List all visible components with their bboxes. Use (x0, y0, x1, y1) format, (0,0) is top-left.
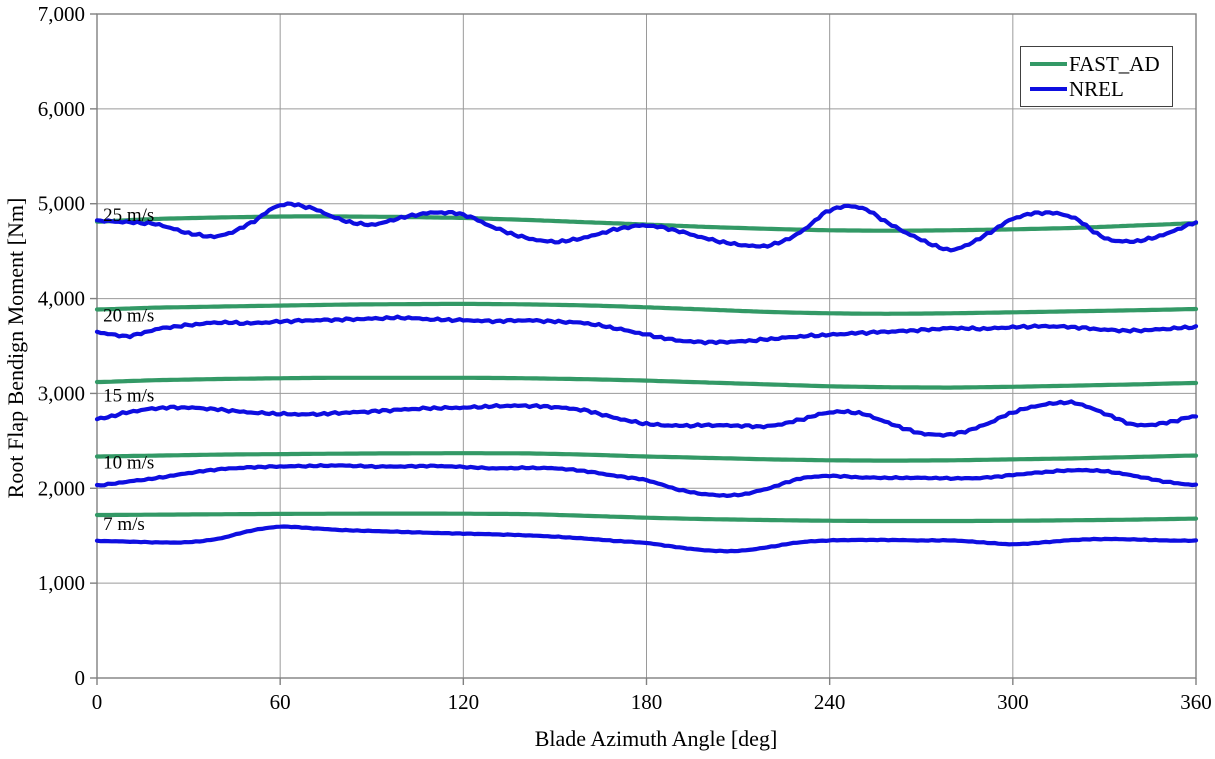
x-tick-label: 60 (270, 690, 291, 714)
y-tick-label: 2,000 (38, 476, 85, 500)
series-nrel-20-m-s (94, 314, 1199, 346)
x-tick-label: 360 (1180, 690, 1212, 714)
series-nrel-10-m-s (94, 463, 1199, 498)
wind-speed-label: 15 m/s (103, 385, 154, 406)
x-tick-label: 120 (448, 690, 480, 714)
nrel-line-icon (1030, 87, 1067, 92)
series-nrel-15-m-s (94, 399, 1199, 438)
legend-entry-nrel: NREL (1030, 78, 1166, 100)
legend-label-fast-ad: FAST_AD (1069, 51, 1160, 76)
series-fast-ad-15-m-s (94, 375, 1199, 390)
wind-speed-label: 25 m/s (103, 205, 154, 226)
y-tick-label: 7,000 (38, 2, 85, 26)
series-fast-ad-20-m-s (94, 301, 1199, 316)
legend: FAST_AD NREL (1020, 46, 1173, 107)
x-tick-label: 0 (92, 690, 103, 714)
y-tick-label: 0 (75, 666, 86, 690)
y-tick-label: 5,000 (38, 192, 85, 216)
wind-speed-label: 20 m/s (103, 306, 154, 327)
x-tick-label: 240 (814, 690, 846, 714)
x-axis-title: Blade Azimuth Angle [deg] (534, 726, 778, 751)
legend-entry-fast-ad: FAST_AD (1030, 53, 1166, 75)
y-tick-label: 3,000 (38, 381, 85, 405)
series-fast-ad-10-m-s (94, 451, 1199, 463)
y-tick-label: 6,000 (38, 97, 85, 121)
wind-speed-label: 10 m/s (103, 453, 154, 474)
series-fast-ad-7-m-s (94, 511, 1199, 524)
y-tick-label: 1,000 (38, 571, 85, 595)
series-nrel-7-m-s (94, 524, 1199, 554)
wind-speed-label: 7 m/s (103, 514, 145, 535)
y-axis-title: Root Flap Bendign Moment [Nm] (3, 197, 28, 499)
fast-ad-line-icon (1030, 61, 1067, 66)
legend-label-nrel: NREL (1069, 77, 1124, 102)
x-tick-label: 180 (631, 690, 663, 714)
y-tick-label: 4,000 (38, 287, 85, 311)
series-nrel-25-m-s (94, 201, 1199, 253)
x-tick-label: 300 (997, 690, 1029, 714)
